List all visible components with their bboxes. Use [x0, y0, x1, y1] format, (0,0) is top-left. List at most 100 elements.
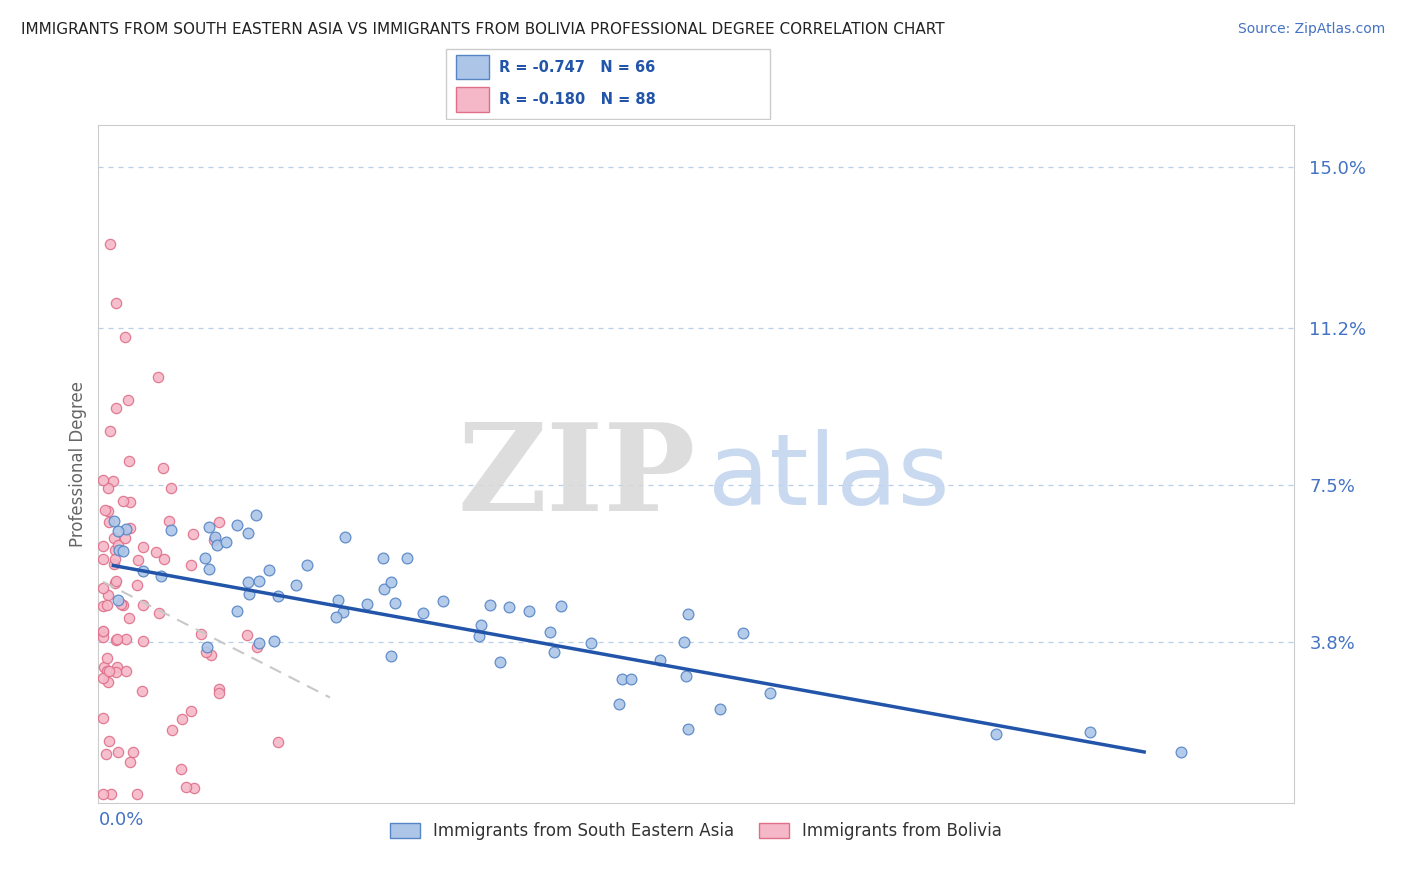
- Point: [145, 544, 167, 558]
- Point: [172, 712, 194, 726]
- Point: [295, 558, 318, 573]
- Point: [380, 574, 402, 589]
- Point: [114, 531, 136, 545]
- Text: Source: ZipAtlas.com: Source: ZipAtlas.com: [1237, 22, 1385, 37]
- Point: [115, 522, 138, 536]
- Point: [759, 686, 782, 700]
- Point: [107, 543, 129, 558]
- Point: [208, 515, 231, 529]
- Point: [380, 649, 402, 664]
- Point: [112, 494, 135, 508]
- Point: [160, 524, 183, 538]
- Point: [183, 527, 205, 541]
- Point: [543, 645, 565, 659]
- Point: [107, 524, 129, 538]
- Point: [194, 645, 217, 659]
- Point: [673, 634, 696, 648]
- Point: [610, 672, 633, 686]
- Point: [550, 599, 572, 614]
- Point: [263, 634, 285, 648]
- Point: [650, 653, 672, 667]
- Point: [114, 330, 136, 344]
- Point: [104, 575, 127, 590]
- Point: [205, 538, 228, 552]
- Point: [676, 607, 699, 621]
- Point: [103, 558, 125, 572]
- Point: [371, 550, 394, 565]
- Point: [180, 704, 202, 718]
- Text: IMMIGRANTS FROM SOUTH EASTERN ASIA VS IMMIGRANTS FROM BOLIVIA PROFESSIONAL DEGRE: IMMIGRANTS FROM SOUTH EASTERN ASIA VS IM…: [21, 22, 945, 37]
- Point: [104, 665, 127, 679]
- Point: [267, 589, 290, 603]
- Point: [103, 532, 125, 546]
- Point: [118, 454, 141, 468]
- Point: [198, 520, 221, 534]
- Point: [127, 578, 149, 592]
- Point: [91, 539, 114, 553]
- Text: R = -0.180   N = 88: R = -0.180 N = 88: [499, 92, 657, 107]
- Point: [148, 369, 170, 384]
- Point: [285, 578, 308, 592]
- Point: [157, 514, 180, 528]
- Point: [96, 747, 118, 761]
- Point: [467, 629, 489, 643]
- Point: [132, 540, 155, 554]
- Point: [114, 664, 136, 678]
- Point: [160, 481, 183, 495]
- Point: [325, 610, 347, 624]
- Point: [105, 632, 128, 646]
- Point: [489, 656, 512, 670]
- Point: [169, 762, 191, 776]
- Point: [149, 569, 172, 583]
- Point: [326, 593, 349, 607]
- Point: [180, 558, 202, 573]
- Legend: Immigrants from South Eastern Asia, Immigrants from Bolivia: Immigrants from South Eastern Asia, Immi…: [385, 817, 1007, 846]
- Point: [479, 598, 502, 612]
- Point: [98, 733, 121, 747]
- Point: [94, 502, 117, 516]
- Point: [91, 788, 114, 802]
- Point: [204, 533, 226, 548]
- Point: [1170, 745, 1192, 759]
- Point: [131, 564, 153, 578]
- Point: [247, 635, 270, 649]
- Point: [98, 664, 121, 678]
- Text: R = -0.747   N = 66: R = -0.747 N = 66: [499, 60, 655, 75]
- Text: atlas: atlas: [709, 429, 949, 526]
- Point: [104, 542, 127, 557]
- Point: [98, 424, 121, 438]
- Point: [97, 503, 120, 517]
- Point: [110, 597, 132, 611]
- Point: [247, 574, 270, 589]
- Point: [162, 723, 184, 737]
- Point: [675, 669, 697, 683]
- Point: [107, 592, 129, 607]
- Point: [709, 701, 731, 715]
- Point: [118, 495, 141, 509]
- Point: [373, 582, 395, 596]
- Point: [152, 460, 174, 475]
- Point: [131, 684, 153, 698]
- Point: [579, 636, 602, 650]
- Point: [153, 551, 176, 566]
- Point: [98, 236, 122, 251]
- Point: [112, 544, 135, 558]
- Point: [194, 550, 217, 565]
- Point: [112, 599, 135, 613]
- Point: [91, 552, 114, 566]
- Point: [127, 788, 149, 802]
- Point: [226, 517, 249, 532]
- Point: [101, 474, 124, 488]
- Point: [517, 604, 540, 618]
- Point: [470, 618, 492, 632]
- Point: [190, 627, 212, 641]
- Point: [91, 711, 114, 725]
- Point: [91, 631, 114, 645]
- FancyBboxPatch shape: [456, 87, 489, 112]
- Point: [97, 589, 120, 603]
- Point: [197, 562, 219, 576]
- Point: [100, 788, 122, 802]
- Point: [183, 781, 205, 796]
- Point: [103, 514, 125, 528]
- Text: ZIP: ZIP: [458, 418, 696, 536]
